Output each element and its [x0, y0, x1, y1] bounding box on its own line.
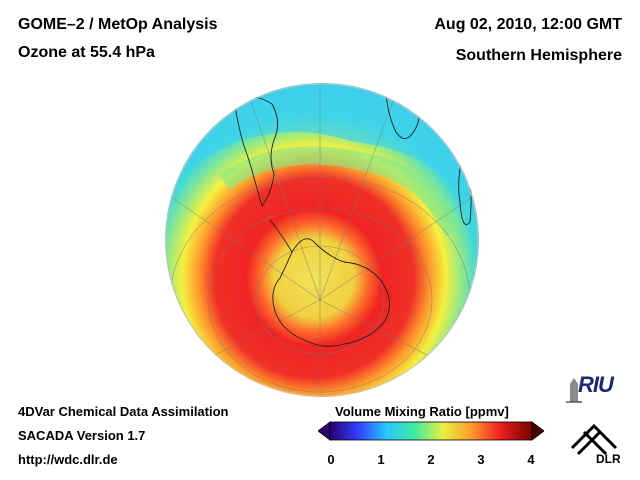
colorbar-tick-3: 3	[477, 452, 485, 467]
riu-logo-text: RIU	[578, 372, 614, 397]
colorbar-max-arrow	[531, 421, 544, 441]
map-title: GOME–2 / MetOp Analysis	[18, 16, 218, 33]
colorbar	[318, 421, 544, 441]
colorbar-tick-2: 2	[427, 452, 435, 467]
map-subtitle: Ozone at 55.4 hPa	[18, 44, 155, 61]
colorbar-tick-4: 4	[527, 452, 535, 467]
ozone-globe-map	[165, 83, 479, 397]
footer-version: SACADA Version 1.7	[18, 428, 146, 443]
dlr-logo-icon	[570, 423, 618, 456]
colorbar-title: Volume Mixing Ratio [ppmv]	[335, 404, 509, 419]
colorbar-min-arrow	[318, 421, 331, 441]
date-time-label: Aug 02, 2010, 12:00 GMT	[434, 16, 622, 33]
region-label: Southern Hemisphere	[455, 47, 622, 64]
footer-url[interactable]: http://wdc.dlr.de	[18, 452, 118, 467]
dlr-logo-text: DLR	[596, 452, 621, 466]
riu-logo-icon	[566, 378, 582, 403]
colorbar-tick-0: 0	[327, 452, 335, 467]
footer-method: 4DVar Chemical Data Assimilation	[18, 404, 229, 419]
colorbar-tick-1: 1	[377, 452, 385, 467]
